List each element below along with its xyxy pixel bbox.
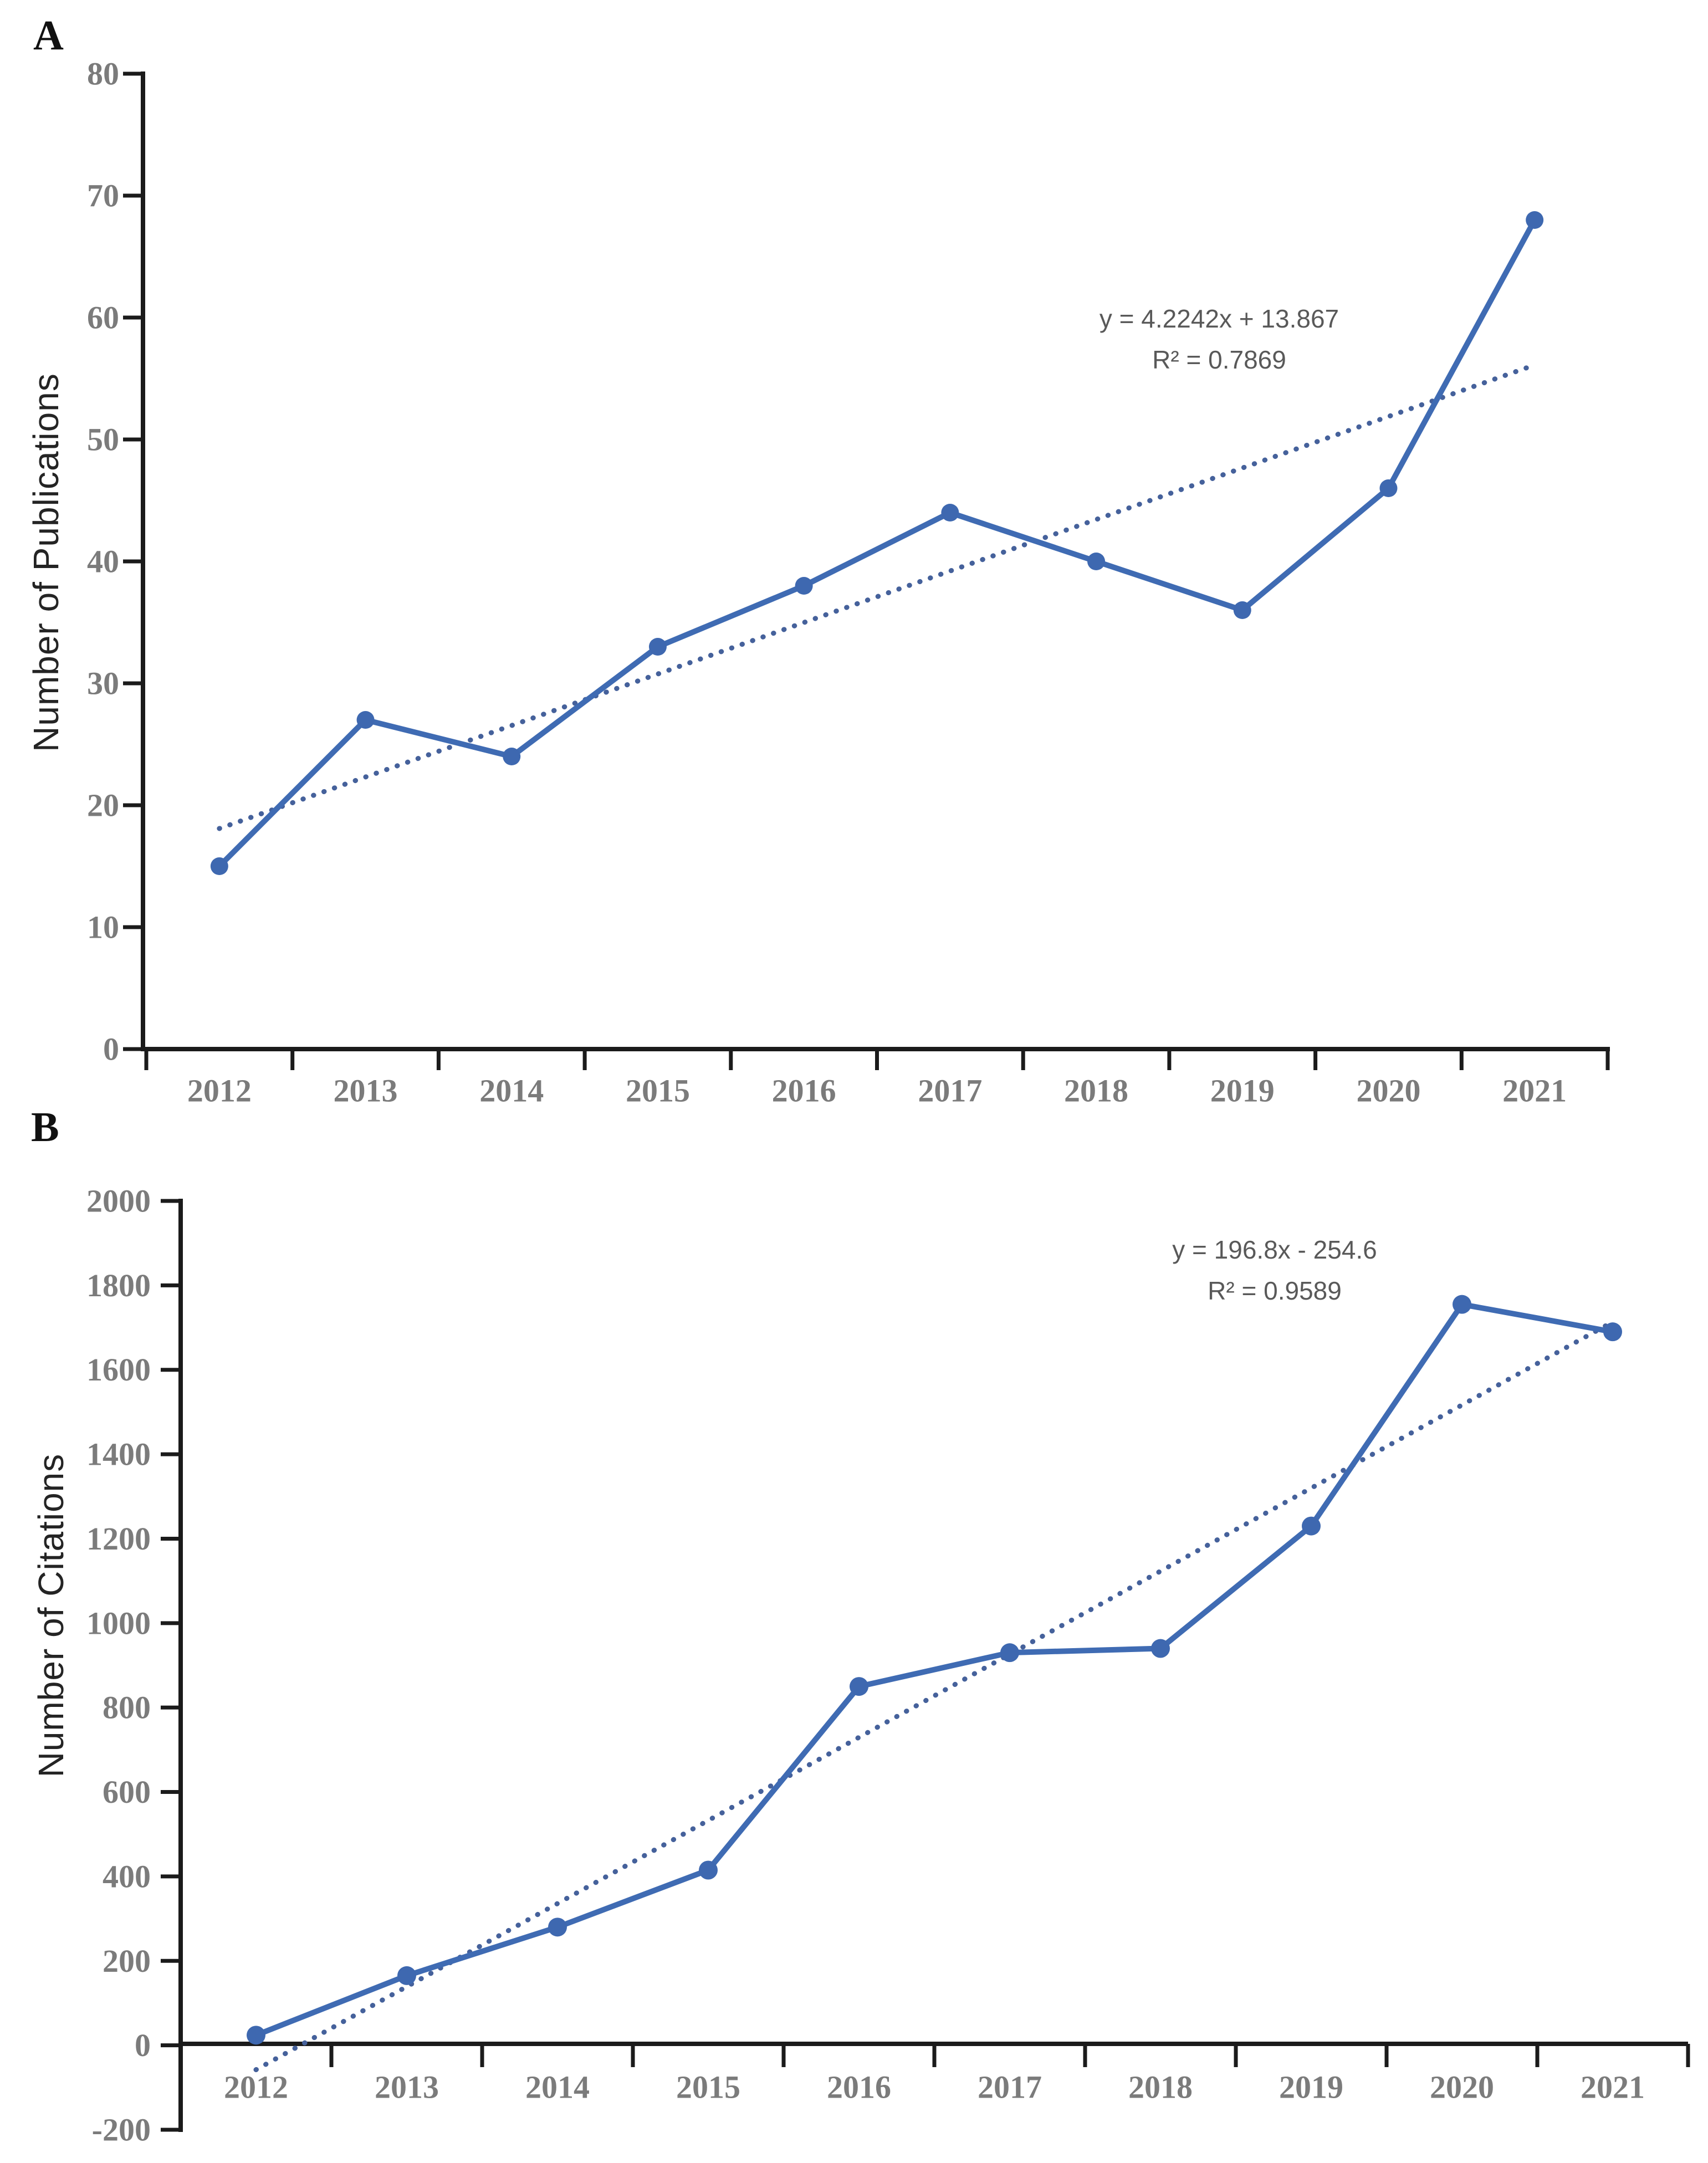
panel-a-data-point-marker bbox=[356, 711, 375, 729]
panel-b-y-tick-label: 200 bbox=[103, 1943, 151, 1979]
panel-a-label: A bbox=[33, 12, 64, 59]
panel-a-data-series-line bbox=[216, 217, 1538, 869]
panel-b-y-tick-label: 1400 bbox=[86, 1436, 151, 1472]
panel-b-y-tick-label: -200 bbox=[92, 2112, 151, 2148]
panel-b-x-tick-label: 2013 bbox=[375, 2069, 439, 2105]
panel-b-y-tick-label: 2000 bbox=[86, 1183, 151, 1219]
panel-b-x-tick-label: 2016 bbox=[827, 2069, 891, 2105]
panel-a-y-tick-label: 50 bbox=[87, 422, 119, 458]
panel-a-data-point-marker bbox=[795, 577, 813, 595]
panel-b-x-tick-label: 2014 bbox=[525, 2069, 590, 2105]
panel-a-data-point-marker bbox=[1379, 479, 1398, 497]
panel-b-data-point-marker bbox=[247, 2026, 265, 2045]
panel-b-y-tick-label: 1200 bbox=[86, 1521, 151, 1557]
panel-a-data-point-marker bbox=[941, 504, 959, 521]
panel-a-trendline-dotted bbox=[217, 362, 1537, 831]
panel-a-x-tick-label: 2016 bbox=[772, 1073, 836, 1109]
panel-b-x-tick-label: 2015 bbox=[676, 2069, 740, 2105]
panel-a-x-tick-label: 2012 bbox=[187, 1073, 252, 1109]
panel-a-y-tick-label: 40 bbox=[87, 544, 119, 580]
panel-a-y-tick-label: 0 bbox=[103, 1031, 119, 1067]
panel-a-y-tick-label: 60 bbox=[87, 300, 119, 336]
panel-b-r-squared: R² = 0.9589 bbox=[1208, 1276, 1342, 1305]
panel-a-r-squared: R² = 0.7869 bbox=[1152, 345, 1286, 374]
panel-b-data-point-marker bbox=[1453, 1295, 1471, 1314]
panel-b-data-point-marker bbox=[548, 1917, 567, 1937]
panel-b-data-point-marker bbox=[1151, 1639, 1170, 1658]
panel-b-x-tick-label: 2018 bbox=[1128, 2069, 1193, 2105]
panel-b-x-tick-label: 2019 bbox=[1279, 2069, 1343, 2105]
panel-a-y-tick-label: 30 bbox=[87, 666, 119, 702]
panel-a-y-tick-label: 70 bbox=[87, 178, 119, 214]
panel-b-equation: y = 196.8x - 254.6 bbox=[1172, 1235, 1377, 1264]
panel-a-x-tick-label: 2019 bbox=[1210, 1073, 1275, 1109]
panel-b-x-tick-label: 2012 bbox=[224, 2069, 288, 2105]
panel-a-x-tick-label: 2021 bbox=[1502, 1073, 1567, 1109]
panel-b-data-point-marker bbox=[850, 1677, 868, 1696]
panel-b-data-point-marker bbox=[1302, 1516, 1321, 1536]
panel-b-y-tick-label: 1000 bbox=[86, 1605, 151, 1641]
panel-a-data-point-marker bbox=[210, 857, 228, 875]
panel-a-x-tick-label: 2015 bbox=[626, 1073, 690, 1109]
panel-b-y-axis-title: Number of Citations bbox=[31, 1453, 71, 1778]
panel-b-trendline-dotted bbox=[253, 1319, 1615, 2073]
panel-a-data-point-marker bbox=[648, 638, 667, 656]
panel-b-y-tick-label: 0 bbox=[135, 2027, 151, 2063]
panel-b-data-point-marker bbox=[1603, 1322, 1622, 1342]
panel-b-y-tick-label: 1600 bbox=[86, 1352, 151, 1388]
panel-a-y-tick-label: 80 bbox=[87, 56, 119, 92]
panel-b-x-tick-label: 2020 bbox=[1430, 2069, 1494, 2105]
panel-a-data-point-marker bbox=[1087, 553, 1106, 570]
panel-a-x-tick-label: 2013 bbox=[334, 1073, 398, 1109]
panel-b-x-tick-label: 2021 bbox=[1581, 2069, 1645, 2105]
panel-b-y-tick-label: 600 bbox=[103, 1774, 151, 1810]
panel-b-x-tick-label: 2017 bbox=[978, 2069, 1042, 2105]
panel-a-x-tick-label: 2020 bbox=[1356, 1073, 1420, 1109]
panel-a-y-axis-title: Number of Publications bbox=[26, 373, 66, 752]
panel-b-trendline-annotation: y = 196.8x - 254.6 R² = 0.9589 bbox=[1172, 1229, 1377, 1311]
panel-b-y-tick-label: 400 bbox=[103, 1858, 151, 1894]
panel-a-trendline-annotation: y = 4.2242x + 13.867 R² = 0.7869 bbox=[1100, 298, 1339, 380]
panel-b-y-tick-label: 800 bbox=[103, 1690, 151, 1726]
panel-a-x-tick-label: 2018 bbox=[1064, 1073, 1128, 1109]
panel-a-y-tick-label: 20 bbox=[87, 788, 119, 824]
panel-b-y-tick-label: 1800 bbox=[86, 1267, 151, 1303]
panel-b-data-series-line bbox=[253, 1301, 1615, 2038]
panel-a-data-point-marker bbox=[1233, 601, 1251, 619]
panel-b-data-point-marker bbox=[699, 1860, 718, 1880]
panel-a-equation: y = 4.2242x + 13.867 bbox=[1099, 304, 1339, 333]
panel-a-x-tick-label: 2014 bbox=[479, 1073, 544, 1109]
panel-a-x-tick-label: 2017 bbox=[918, 1073, 982, 1109]
panel-b-data-point-marker bbox=[397, 1966, 416, 1985]
panel-a-y-tick-label: 10 bbox=[87, 909, 119, 945]
panel-a-data-point-marker bbox=[503, 748, 521, 765]
panel-b-label: B bbox=[31, 1104, 59, 1150]
panel-b-data-point-marker bbox=[1000, 1643, 1019, 1663]
panel-a-data-point-marker bbox=[1526, 211, 1544, 229]
